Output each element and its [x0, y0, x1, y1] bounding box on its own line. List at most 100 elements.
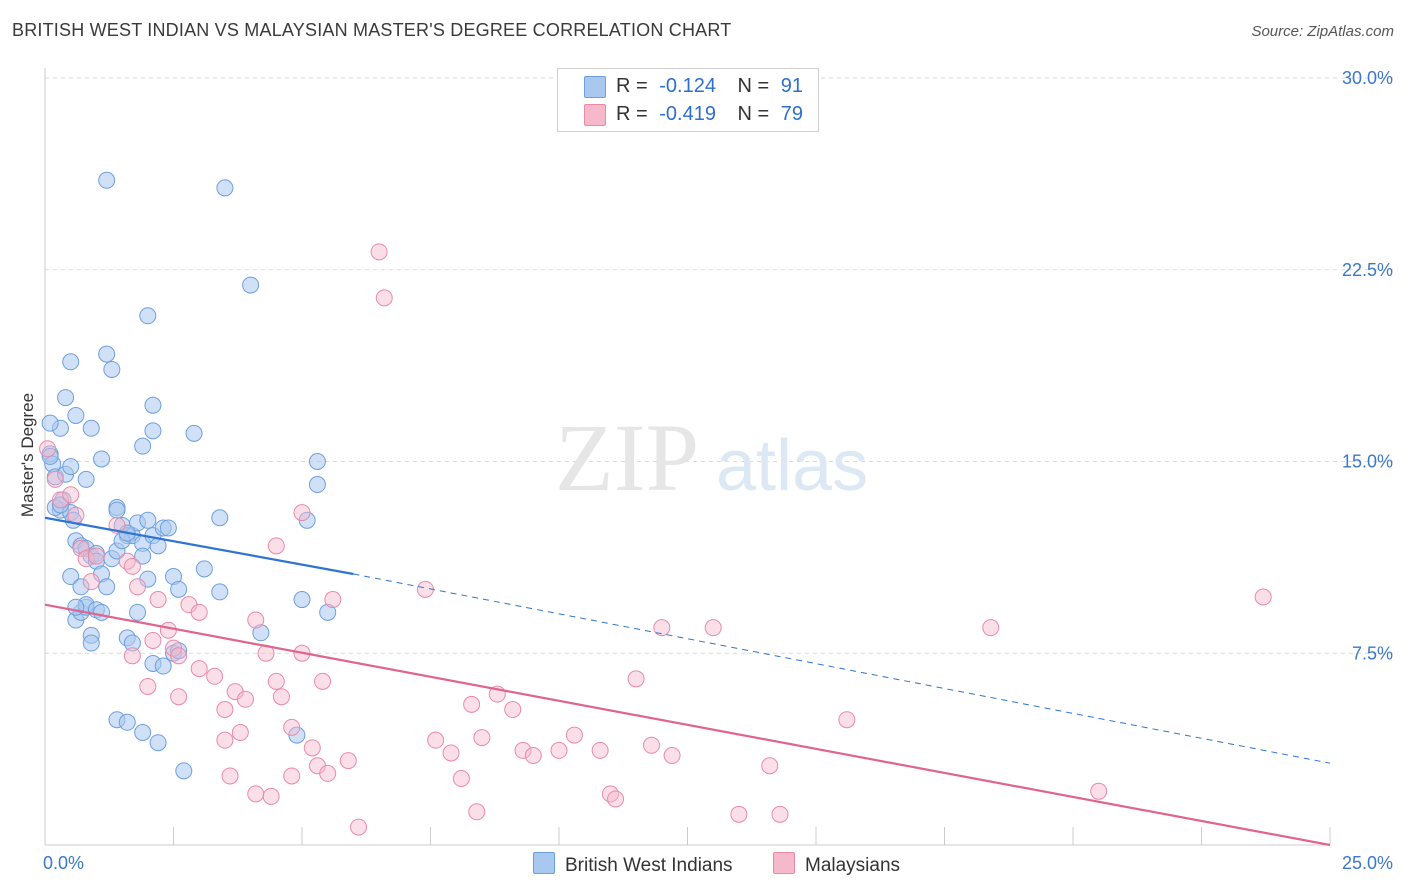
data-point-british-west-indians	[108, 501, 126, 519]
legend-label-malaysians: Malaysians	[805, 855, 901, 876]
data-point-malaysians	[761, 757, 779, 775]
data-point-malaysians	[653, 619, 671, 637]
data-point-british-west-indians	[67, 406, 85, 424]
data-point-malaysians	[838, 711, 856, 729]
data-point-malaysians	[46, 470, 64, 488]
legend-swatch-pink	[584, 104, 606, 126]
legend-swatch-pink	[773, 852, 795, 874]
data-point-malaysians	[370, 243, 388, 261]
data-point-malaysians	[123, 557, 141, 575]
data-point-malaysians	[303, 739, 321, 757]
data-point-malaysians	[159, 621, 177, 639]
data-point-malaysians	[730, 805, 748, 823]
data-point-malaysians	[39, 440, 57, 458]
data-point-british-west-indians	[134, 437, 152, 455]
data-point-british-west-indians	[319, 603, 337, 621]
data-point-malaysians	[319, 764, 337, 782]
data-point-british-west-indians	[216, 179, 234, 197]
data-point-british-west-indians	[293, 591, 311, 609]
data-point-british-west-indians	[139, 307, 157, 325]
data-point-malaysians	[1090, 782, 1108, 800]
data-point-malaysians	[267, 537, 285, 555]
data-point-malaysians	[216, 731, 234, 749]
data-point-malaysians	[129, 578, 147, 596]
data-point-malaysians	[524, 747, 542, 765]
data-point-british-west-indians	[154, 657, 172, 675]
data-point-british-west-indians	[159, 519, 177, 537]
trend-line-malaysians	[44, 603, 1331, 847]
data-point-malaysians	[514, 741, 532, 759]
legend-r-label: R =	[616, 75, 648, 97]
data-point-malaysians	[663, 747, 681, 765]
data-point-malaysians	[77, 550, 95, 568]
data-point-malaysians	[643, 736, 661, 754]
data-point-malaysians	[247, 611, 265, 629]
watermark-zip: ZIP	[555, 404, 699, 511]
data-point-british-west-indians	[134, 724, 152, 742]
data-point-malaysians	[51, 491, 69, 509]
data-point-british-west-indians	[211, 583, 229, 601]
data-point-malaysians	[550, 741, 568, 759]
grid-lines	[45, 77, 1395, 654]
x-tick-label: 25.0%	[1342, 853, 1393, 873]
y-axis-label: Master's Degree	[18, 393, 37, 517]
data-point-british-west-indians	[144, 422, 162, 440]
data-point-malaysians	[139, 677, 157, 695]
data-point-british-west-indians	[139, 511, 157, 529]
trend-lines	[44, 516, 1331, 847]
axes	[44, 68, 1331, 846]
y-tick-label: 30.0%	[1342, 68, 1393, 88]
data-point-malaysians	[350, 818, 368, 836]
data-point-malaysians	[123, 647, 141, 665]
data-point-british-west-indians	[123, 634, 141, 652]
data-point-malaysians	[190, 660, 208, 678]
data-point-malaysians	[149, 591, 167, 609]
data-point-british-west-indians	[93, 603, 111, 621]
x-tick-label: 0.0%	[43, 853, 84, 873]
data-point-british-west-indians	[242, 276, 260, 294]
stats-legend: R = -0.124 N = 91 R = -0.419 N = 79	[557, 68, 819, 132]
data-point-malaysians	[771, 805, 789, 823]
data-point-british-west-indians	[308, 476, 326, 494]
data-point-malaysians	[67, 506, 85, 524]
data-point-british-west-indians	[62, 568, 80, 586]
data-point-malaysians	[627, 670, 645, 688]
bottom-legend-british-west-indians: British West Indians	[533, 852, 733, 877]
trend-line-british-west-indians-extrapolated	[353, 573, 1331, 764]
data-point-british-west-indians	[77, 470, 95, 488]
data-point-malaysians	[427, 731, 445, 749]
data-point-british-west-indians	[170, 580, 188, 598]
legend-n-label: N =	[737, 103, 770, 125]
data-point-malaysians	[72, 539, 90, 557]
data-point-british-west-indians	[72, 578, 90, 596]
y-tick-label: 22.5%	[1342, 260, 1393, 280]
watermark-atlas: atlas	[716, 426, 868, 506]
data-point-malaysians	[87, 547, 105, 565]
source-credit: Source: ZipAtlas.com	[1251, 23, 1394, 40]
data-point-malaysians	[272, 688, 290, 706]
y-tick-label: 7.5%	[1352, 643, 1393, 663]
legend-r-label: R =	[616, 103, 648, 125]
data-point-british-west-indians	[62, 458, 80, 476]
legend-n-value: 79	[780, 103, 804, 125]
data-point-malaysians	[267, 672, 285, 690]
data-point-british-west-indians	[129, 603, 147, 621]
data-point-malaysians	[442, 744, 460, 762]
legend-n-label: N =	[737, 75, 770, 97]
data-point-british-west-indians	[93, 450, 111, 468]
data-point-malaysians	[452, 770, 470, 788]
data-point-british-west-indians	[170, 642, 188, 660]
data-point-british-west-indians	[144, 396, 162, 414]
data-point-malaysians	[236, 690, 254, 708]
data-point-malaysians	[324, 591, 342, 609]
data-point-british-west-indians	[51, 496, 69, 514]
data-point-british-west-indians	[98, 171, 116, 189]
data-point-malaysians	[591, 741, 609, 759]
chart-title: BRITISH WEST INDIAN VS MALAYSIAN MASTER'…	[12, 20, 732, 40]
data-point-british-west-indians	[308, 453, 326, 470]
data-point-malaysians	[206, 667, 224, 685]
data-point-british-west-indians	[98, 345, 116, 363]
data-point-malaysians	[283, 718, 301, 736]
data-point-malaysians	[473, 729, 491, 747]
data-point-malaysians	[62, 486, 80, 504]
